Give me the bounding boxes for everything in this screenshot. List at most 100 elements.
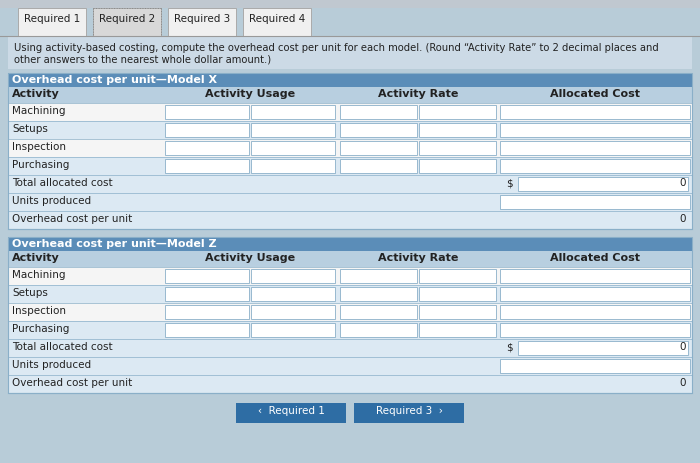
Bar (8, 285, 692, 303)
Text: Activity Rate: Activity Rate (378, 253, 458, 263)
Text: Purchasing: Purchasing (12, 160, 69, 170)
Text: 0: 0 (680, 378, 686, 388)
Text: Overhead cost per unit: Overhead cost per unit (12, 378, 132, 388)
Bar (165, 141, 249, 155)
Bar (340, 141, 417, 155)
Bar (8, 303, 692, 321)
Bar (500, 141, 690, 155)
Text: Machining: Machining (12, 106, 66, 116)
Bar (168, 8, 236, 36)
Bar (419, 269, 496, 283)
Bar (8, 103, 692, 121)
Bar (419, 141, 496, 155)
Bar (251, 323, 335, 337)
Text: Required 4: Required 4 (249, 14, 305, 24)
Bar (340, 269, 417, 283)
Bar (8, 73, 692, 87)
Bar (251, 269, 335, 283)
Bar (8, 357, 692, 375)
Bar (165, 323, 249, 337)
Bar (340, 123, 417, 137)
Text: other answers to the nearest whole dollar amount.): other answers to the nearest whole dolla… (14, 55, 271, 65)
Bar (8, 375, 692, 393)
Bar (251, 141, 335, 155)
Bar (500, 323, 690, 337)
Text: 0: 0 (680, 178, 686, 188)
Text: 0: 0 (680, 342, 686, 352)
Text: Units produced: Units produced (12, 196, 91, 206)
Text: Setups: Setups (12, 124, 48, 134)
Text: Required 2: Required 2 (99, 14, 155, 24)
Bar (165, 123, 249, 137)
Bar (165, 305, 249, 319)
Bar (340, 105, 417, 119)
Text: Allocated Cost: Allocated Cost (550, 253, 640, 263)
Bar (500, 269, 690, 283)
Bar (8, 139, 692, 157)
Bar (500, 287, 690, 301)
Bar (340, 159, 417, 173)
Bar (340, 287, 417, 301)
Bar (500, 105, 690, 119)
Bar (251, 105, 335, 119)
Bar (518, 341, 688, 355)
Text: Allocated Cost: Allocated Cost (550, 89, 640, 99)
Bar (354, 403, 464, 423)
Text: Total allocated cost: Total allocated cost (12, 178, 113, 188)
Bar (251, 305, 335, 319)
Bar (243, 8, 311, 36)
Bar (8, 121, 692, 139)
Bar (8, 37, 692, 69)
Bar (165, 269, 249, 283)
Text: Total allocated cost: Total allocated cost (12, 342, 113, 352)
Bar (340, 305, 417, 319)
Bar (8, 193, 692, 211)
Text: Overhead cost per unit: Overhead cost per unit (12, 214, 132, 224)
Text: $: $ (506, 342, 512, 352)
Text: Activity: Activity (12, 89, 60, 99)
Text: Machining: Machining (12, 270, 66, 280)
Bar (500, 305, 690, 319)
Bar (8, 267, 692, 285)
Bar (8, 251, 692, 267)
Text: Inspection: Inspection (12, 142, 66, 152)
Text: Activity Rate: Activity Rate (378, 89, 458, 99)
Bar (8, 211, 692, 229)
Text: Required 1: Required 1 (24, 14, 80, 24)
Bar (18, 8, 86, 36)
Bar (251, 287, 335, 301)
Bar (500, 159, 690, 173)
Bar (8, 237, 692, 393)
Text: 0: 0 (680, 214, 686, 224)
Text: Activity: Activity (12, 253, 60, 263)
Bar (419, 323, 496, 337)
Bar (419, 123, 496, 137)
Bar (8, 339, 692, 357)
Text: Inspection: Inspection (12, 306, 66, 316)
Bar (419, 105, 496, 119)
Bar (8, 321, 692, 339)
Bar (251, 159, 335, 173)
Bar (165, 287, 249, 301)
Text: Purchasing: Purchasing (12, 324, 69, 334)
Text: Activity Usage: Activity Usage (205, 89, 295, 99)
Bar (0, 0, 700, 8)
Bar (500, 195, 690, 209)
Text: Units produced: Units produced (12, 360, 91, 370)
Text: Overhead cost per unit—Model X: Overhead cost per unit—Model X (12, 75, 217, 85)
Bar (8, 87, 692, 103)
Bar (8, 157, 692, 175)
Bar (93, 8, 161, 36)
Bar (340, 323, 417, 337)
Bar (419, 159, 496, 173)
Bar (251, 123, 335, 137)
Text: ‹  Required 1: ‹ Required 1 (258, 406, 324, 416)
Text: $: $ (506, 178, 512, 188)
Bar (8, 237, 692, 251)
Bar (165, 105, 249, 119)
Text: Overhead cost per unit—Model Z: Overhead cost per unit—Model Z (12, 239, 216, 249)
Bar (419, 287, 496, 301)
Bar (165, 159, 249, 173)
Bar (8, 73, 692, 229)
Bar (8, 175, 692, 193)
